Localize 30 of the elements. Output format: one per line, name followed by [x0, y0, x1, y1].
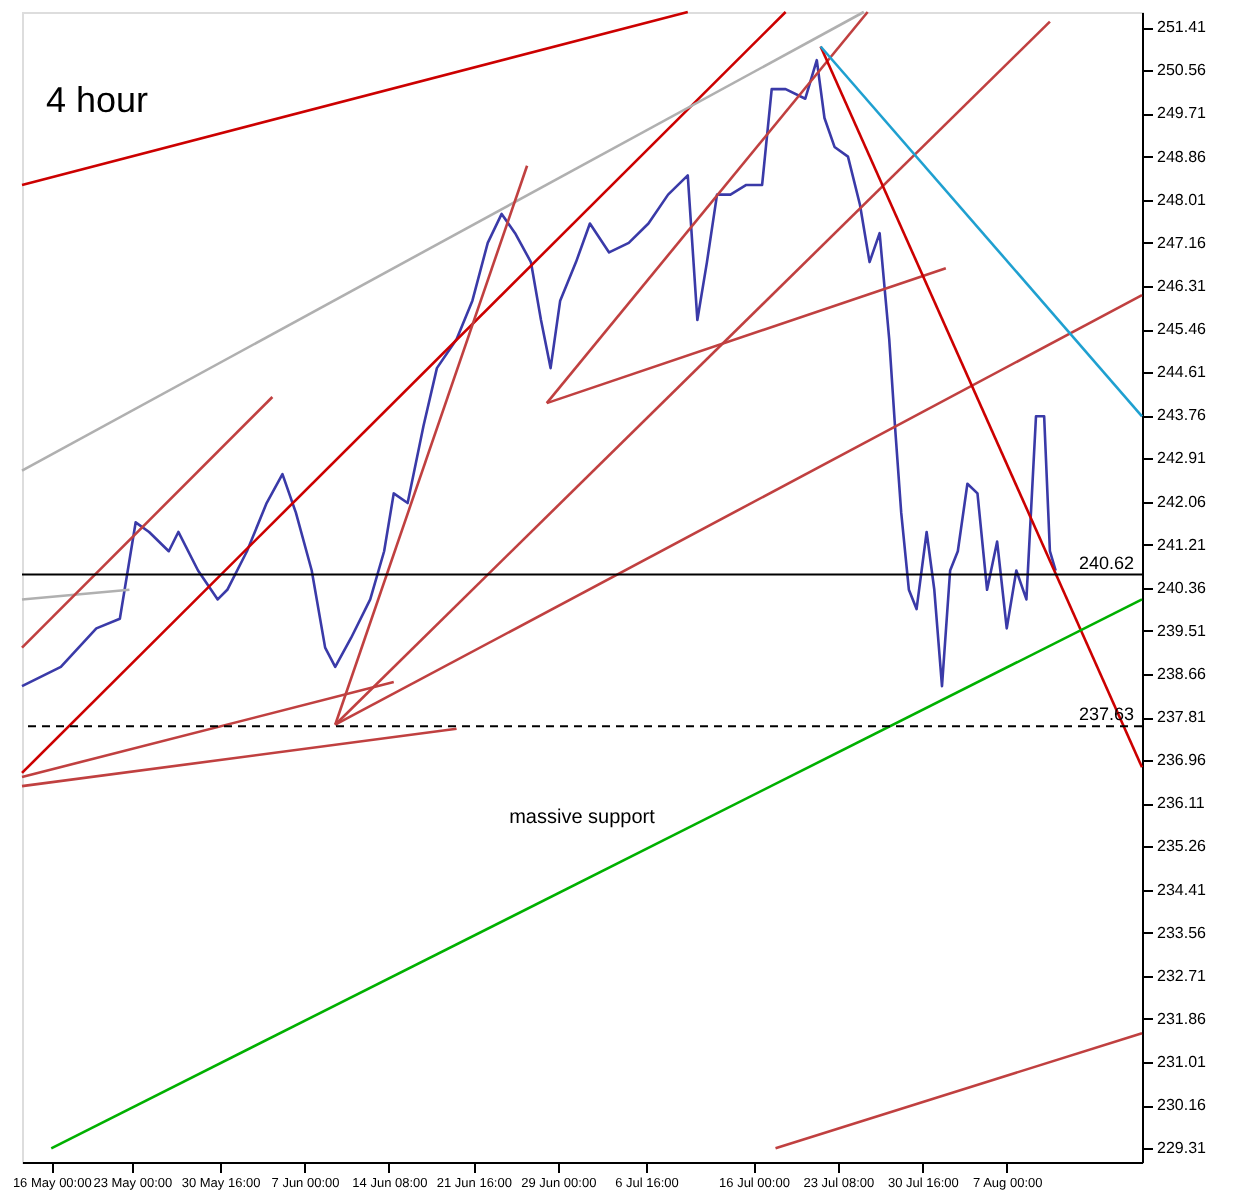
annotation: massive support	[509, 807, 656, 829]
y-tick-label: 246.31	[1157, 276, 1208, 295]
y-tick-label: 239.51	[1157, 621, 1208, 640]
y-tick-label: 249.71	[1157, 104, 1208, 123]
y-tick-label: 241.21	[1157, 535, 1208, 554]
y-tick-label: 230.16	[1157, 1096, 1208, 1115]
y-tick-label: 242.91	[1157, 449, 1208, 468]
y-tick-label: 237.81	[1157, 708, 1208, 727]
y-tick-label: 247.16	[1157, 233, 1208, 252]
y-tick-label: 235.26	[1157, 837, 1208, 856]
y-tick-label: 248.01	[1157, 190, 1208, 209]
y-tick-label: 231.86	[1157, 1009, 1208, 1028]
y-tick-label: 236.96	[1157, 751, 1208, 770]
y-tick-label: 229.31	[1157, 1139, 1208, 1158]
y-tick-label: 243.76	[1157, 406, 1208, 425]
y-tick-label: 240.36	[1157, 578, 1208, 597]
y-tick-label: 234.41	[1157, 880, 1208, 899]
y-tick-label: 250.56	[1157, 61, 1208, 80]
annotation: 4 hour	[46, 80, 149, 120]
y-tick-label: 245.46	[1157, 320, 1208, 339]
y-tick-label: 232.71	[1157, 966, 1208, 985]
ref-line-label: 240.62	[1078, 552, 1134, 573]
y-tick-label: 251.41	[1157, 18, 1208, 37]
y-tick-label: 236.11	[1157, 794, 1206, 813]
y-tick-label: 244.61	[1157, 363, 1208, 382]
y-tick-label: 248.86	[1157, 147, 1208, 166]
y-tick-label: 238.66	[1157, 665, 1208, 683]
y-tick-label: 233.56	[1157, 923, 1208, 942]
y-tick-label: 231.01	[1157, 1053, 1208, 1072]
y-tick-label: 242.06	[1157, 492, 1208, 511]
